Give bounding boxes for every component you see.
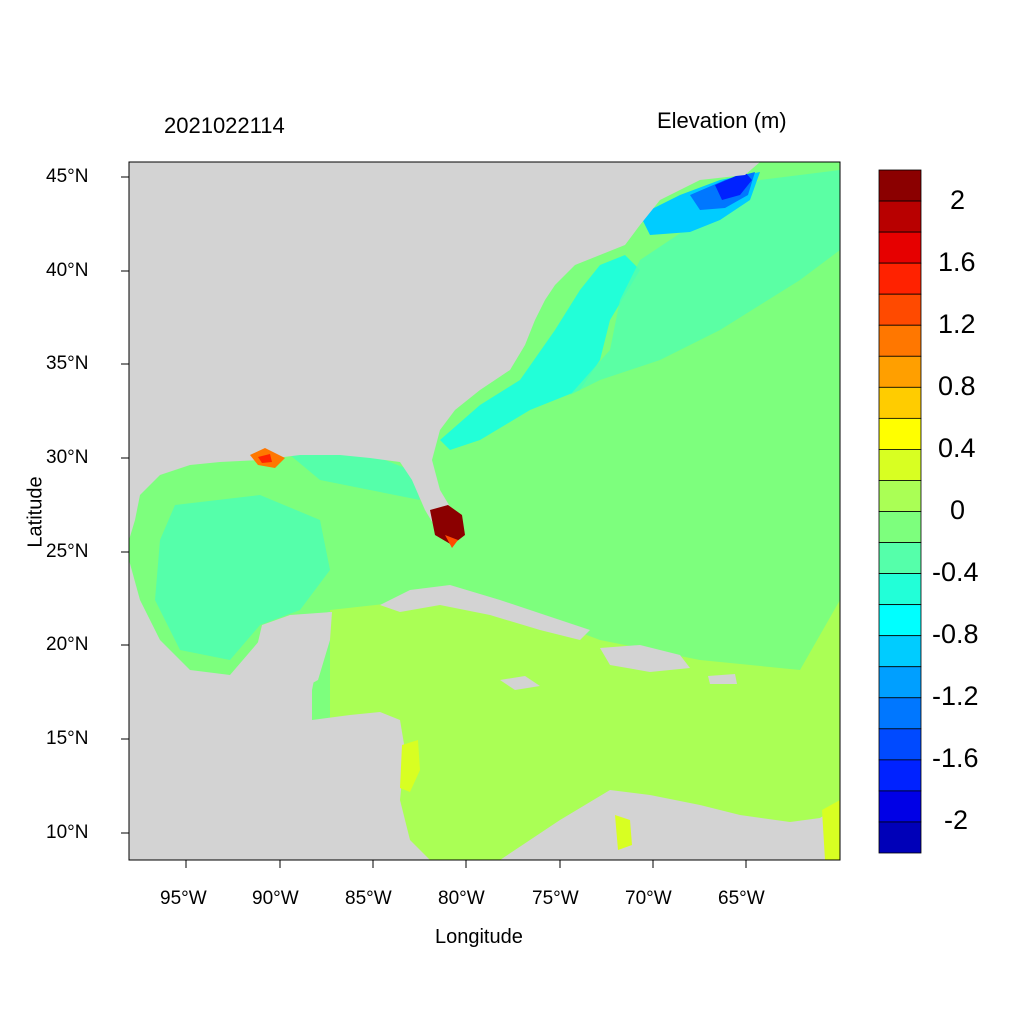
lat-tick-label: 30°N: [46, 447, 89, 468]
colorbar-box: [878, 262, 922, 295]
colorbar-label: 2: [950, 185, 966, 215]
colorbar-label: -0.8: [932, 619, 979, 649]
central-america-yellow: [400, 740, 420, 792]
colorbar-box: [878, 169, 922, 202]
lon-tick-label: 95°W: [160, 888, 207, 909]
variable-title: Elevation (m): [657, 108, 787, 133]
colorbar: [878, 169, 922, 854]
land-yucatan: [255, 612, 332, 690]
atlantic-coastal-field: [440, 255, 640, 450]
map-area: [129, 162, 840, 860]
land-hispaniola: [600, 645, 690, 672]
lat-tick-label: 25°N: [46, 541, 89, 562]
atlantic-outer-field: [520, 170, 840, 420]
gulf-of-maine-deep: [715, 172, 752, 200]
colorbar-box: [878, 324, 922, 357]
florida-surge-mid: [445, 535, 458, 548]
colorbar-label: -1.6: [932, 743, 979, 773]
land-mexico: [129, 560, 430, 860]
y-axis-label: Latitude: [24, 476, 47, 548]
colorbar-box: [878, 231, 922, 264]
colorbar-box: [878, 542, 922, 574]
lat-tick-label: 35°N: [46, 353, 89, 374]
venezuela-yellow: [615, 815, 632, 850]
colorbar-box: [878, 511, 922, 543]
land-cuba: [380, 585, 590, 640]
colorbar-label: -2: [944, 805, 969, 835]
land-south-america: [500, 790, 840, 860]
colorbar-label: 0: [950, 495, 966, 525]
trinidad-yellow: [822, 800, 840, 860]
lon-tick-label: 75°W: [532, 888, 579, 909]
land-jamaica: [500, 676, 540, 690]
colorbar-box: [878, 790, 922, 823]
lon-tick-marks: [185, 860, 747, 868]
colorbar-label: 0.4: [938, 433, 976, 463]
colorbar-box: [878, 417, 922, 450]
colorbar-box: [878, 449, 922, 481]
colorbar-label: 0.8: [938, 371, 976, 401]
colorbar-box: [878, 200, 922, 233]
lon-tick-label: 80°W: [438, 888, 485, 909]
lat-tick-label: 15°N: [46, 728, 89, 749]
land-puerto-rico: [708, 674, 737, 684]
lat-tick-label: 45°N: [46, 166, 89, 187]
lon-tick-label: 90°W: [252, 888, 299, 909]
colorbar-box: [878, 480, 922, 512]
colorbar-box: [878, 666, 922, 699]
florida-surge-high: [430, 505, 465, 545]
colorbar-box: [878, 728, 922, 761]
colorbar-box: [878, 635, 922, 668]
gulf-shelf-field: [290, 450, 420, 500]
lon-tick-label: 70°W: [625, 888, 672, 909]
timestamp-title: 2021022114: [164, 113, 285, 138]
x-axis-label: Longitude: [435, 926, 523, 948]
colorbar-box: [878, 386, 922, 419]
colorbar-label: -0.4: [932, 557, 979, 587]
gulf-coast-surge-core: [258, 454, 272, 463]
gulf-core-field: [155, 495, 330, 660]
lon-tick-label: 65°W: [718, 888, 765, 909]
colorbar-label: 1.2: [938, 309, 976, 339]
lat-tick-label: 10°N: [46, 822, 89, 843]
colorbar-box: [878, 821, 922, 854]
land-north-america: [129, 162, 760, 540]
colorbar-box: [878, 293, 922, 326]
colorbar-box: [878, 604, 922, 637]
lon-tick-label: 85°W: [345, 888, 392, 909]
colorbar-label: -1.2: [932, 681, 979, 711]
colorbar-box: [878, 573, 922, 606]
plot-frame: [128, 161, 841, 861]
colorbar-box: [878, 697, 922, 730]
lat-tick-label: 40°N: [46, 260, 89, 281]
lat-tick-marks: [121, 176, 129, 834]
caribbean-field: [330, 600, 840, 860]
colorbar-label: 1.6: [938, 247, 976, 277]
lat-tick-label: 20°N: [46, 634, 89, 655]
colorbar-box: [878, 759, 922, 792]
colorbar-box: [878, 355, 922, 388]
